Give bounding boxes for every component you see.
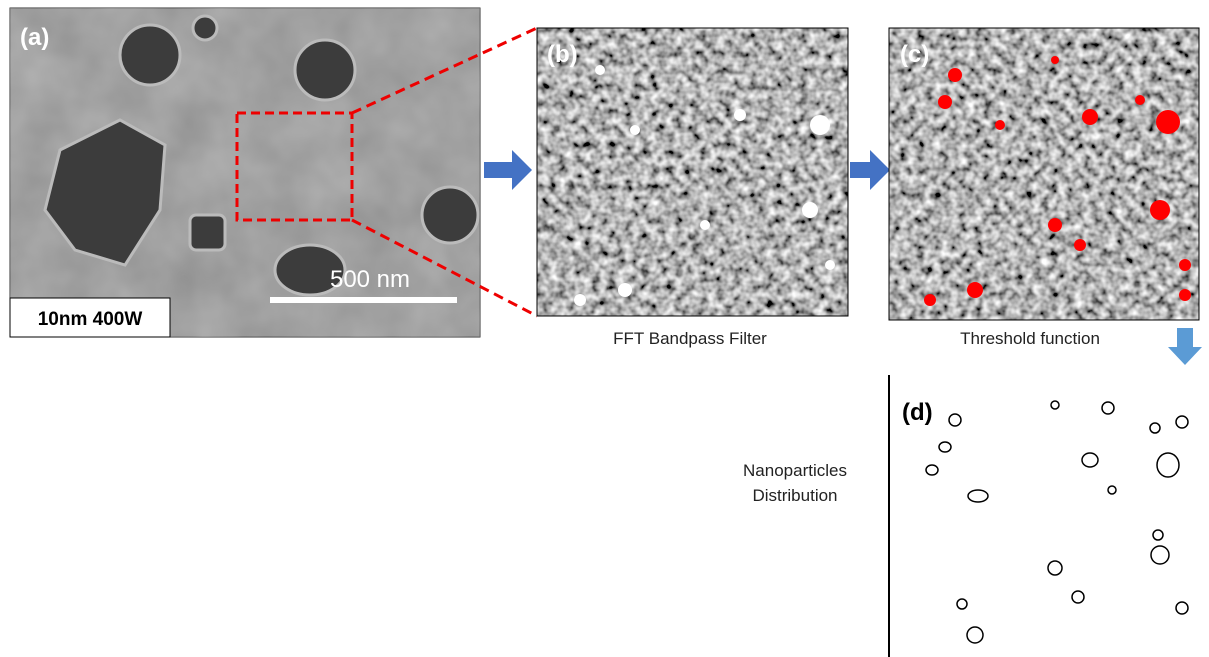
caption: FFT Bandpass Filter [613,329,767,348]
caption-line: Distribution [752,486,837,505]
distribution-image [889,375,1199,657]
scale-label: 500 nm [330,266,410,293]
figure: 500 nm 10nm 400W (a) (b) FFT Bandpass Fi… [0,0,1209,657]
arrow [484,150,532,190]
panel-label: (c) [900,41,929,68]
panel-label: (d) [902,399,933,426]
panel-label: (a) [20,24,49,51]
panel-d: (d) Nanoparticles Distribution [743,375,1199,657]
caption: Threshold function [960,329,1100,348]
caption-line: Nanoparticles [743,461,847,480]
arrow [1168,328,1202,365]
panel-a: 500 nm 10nm 400W (a) [10,8,480,337]
panel-c: (c) Threshold function [889,28,1199,348]
panel-label: (b) [547,41,578,68]
arrow [850,150,890,190]
threshold-image [889,28,1199,320]
condition-label: 10nm 400W [38,309,143,330]
panel-b: (b) FFT Bandpass Filter [537,28,848,348]
filtered-image [537,28,848,316]
